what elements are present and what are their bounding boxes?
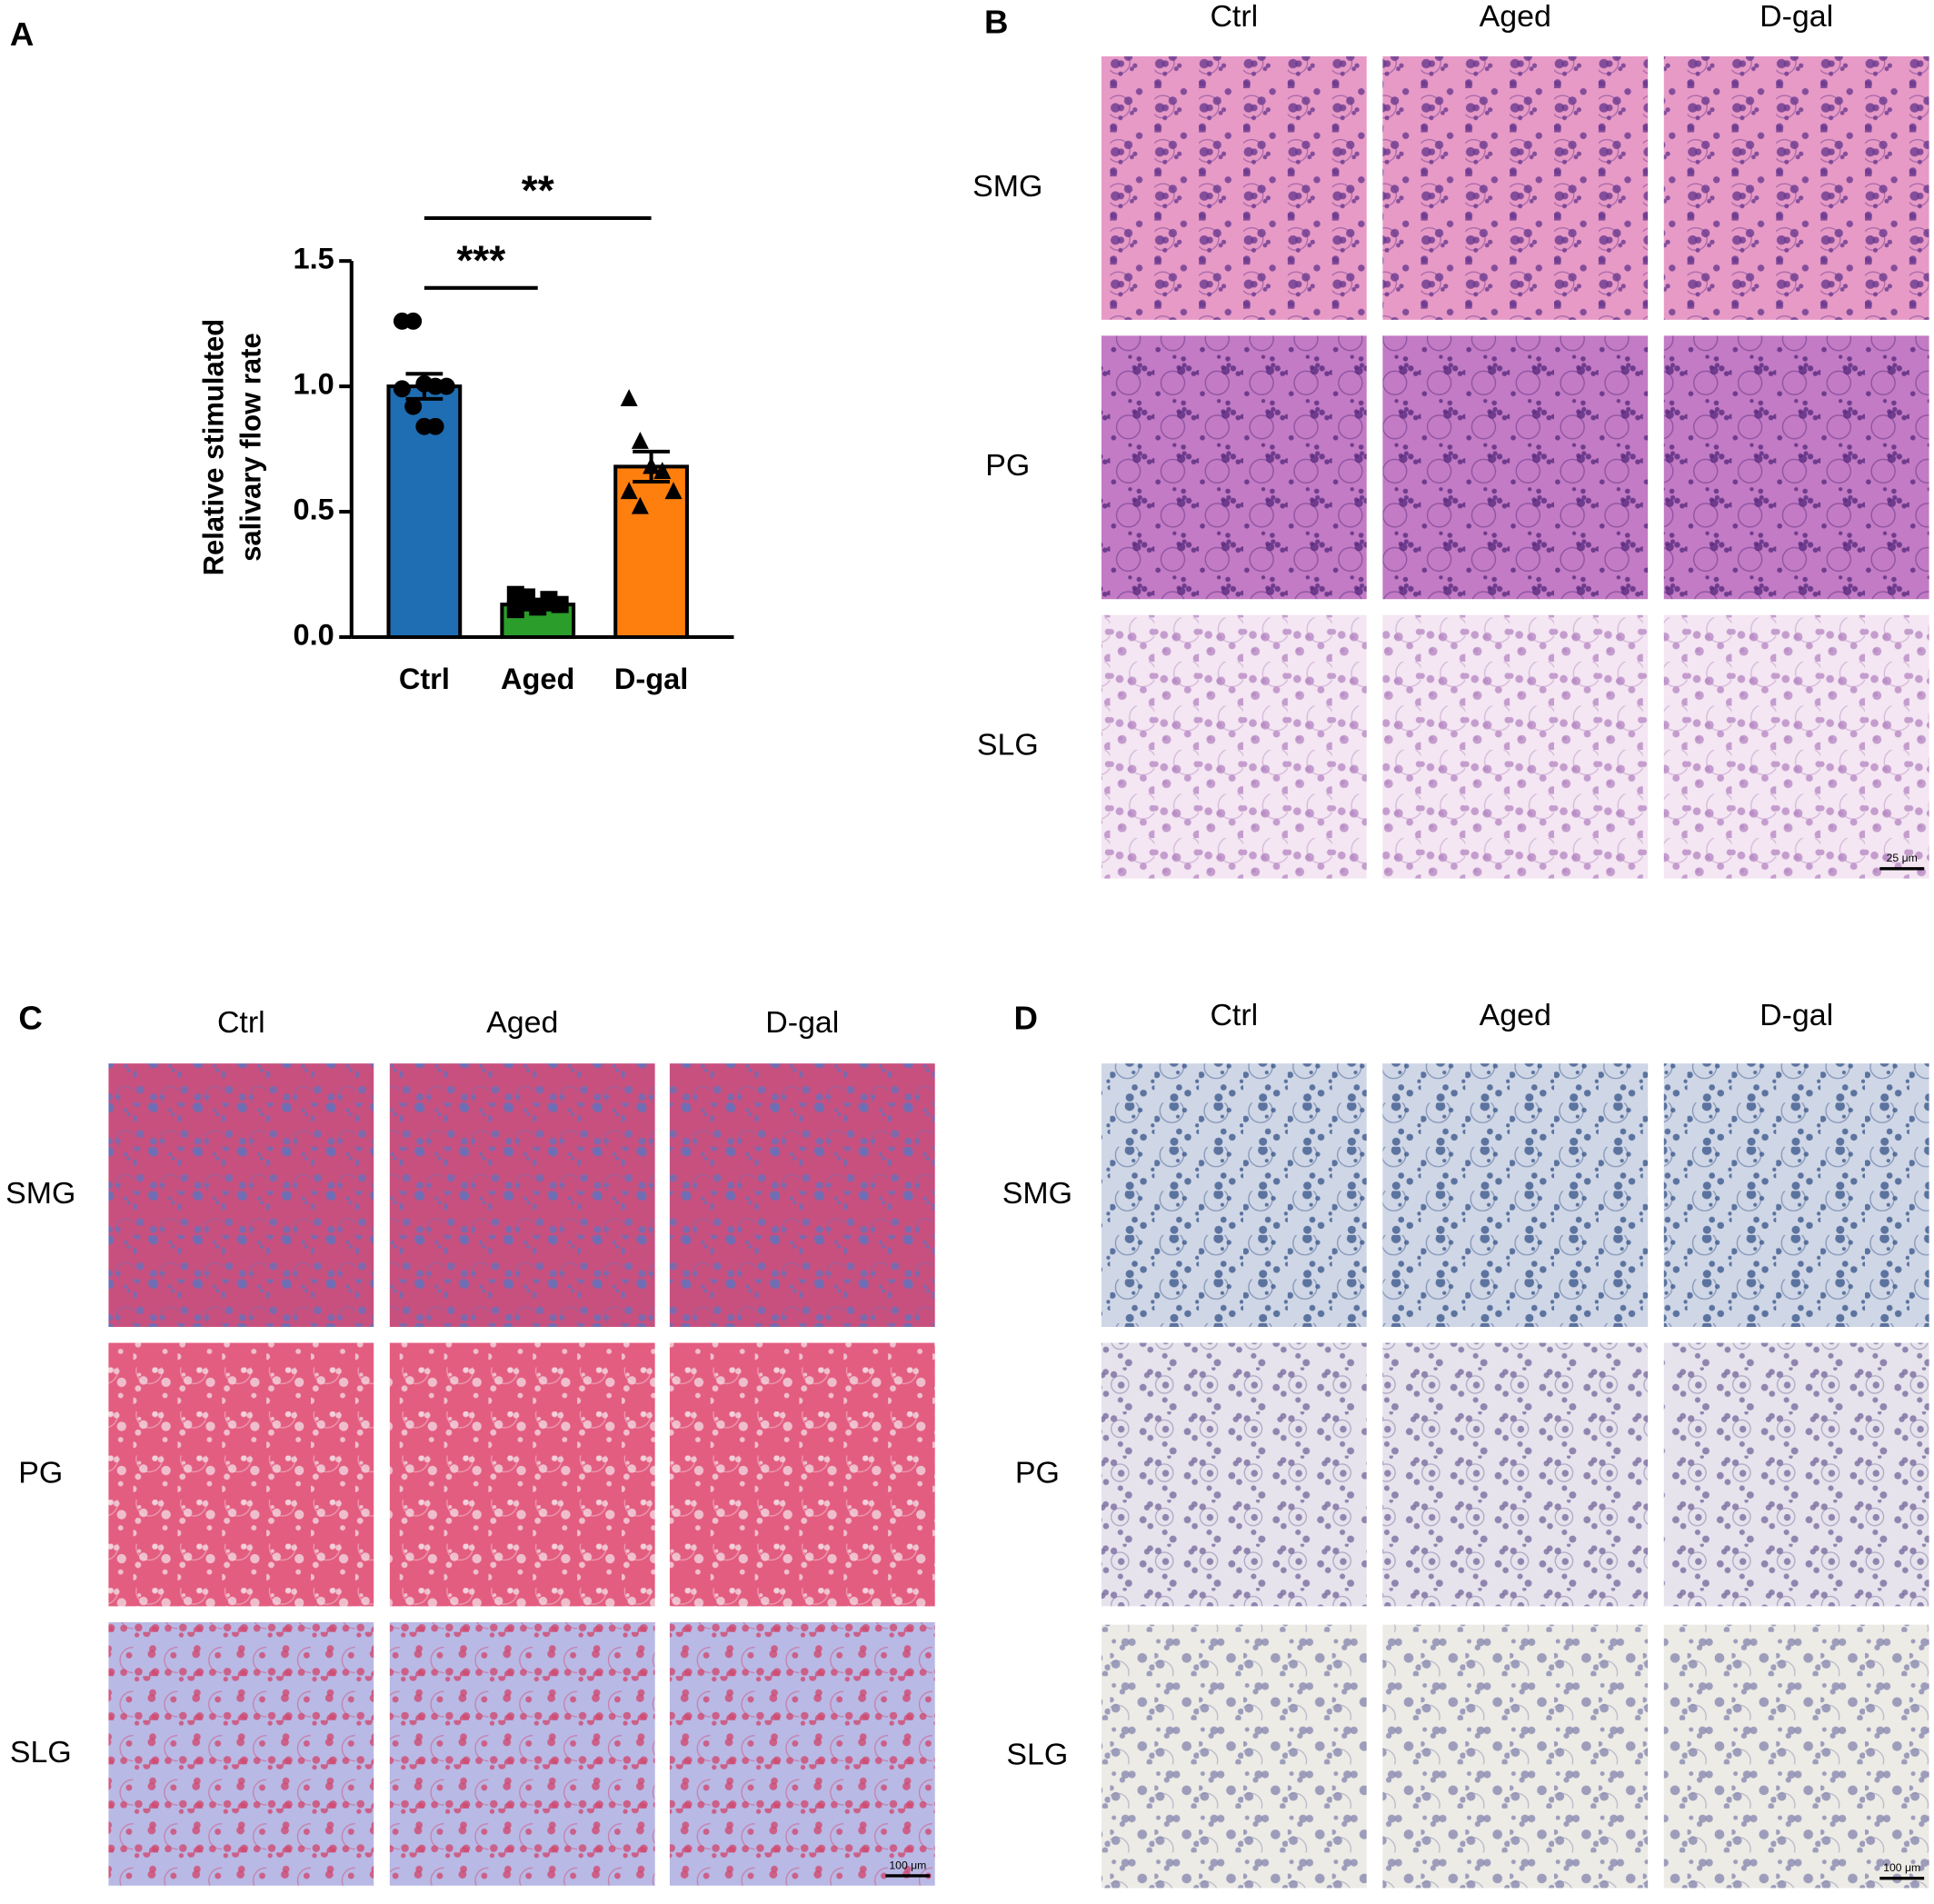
data-point — [631, 496, 649, 514]
micrograph — [1382, 1342, 1649, 1607]
micrograph — [108, 1342, 374, 1607]
column-label: D-gal — [765, 1005, 839, 1040]
micrograph — [108, 1063, 374, 1328]
panel-label: A — [10, 15, 34, 53]
micrograph — [389, 1621, 655, 1886]
data-point — [653, 462, 672, 480]
row-label: SMG — [1002, 1176, 1072, 1211]
micrograph — [1663, 335, 1929, 600]
significance-label: ** — [522, 166, 554, 214]
micrograph — [1101, 335, 1367, 600]
row-label: SLG — [1006, 1738, 1068, 1772]
data-point — [404, 312, 423, 330]
y-tick-label: 1.0 — [294, 368, 334, 401]
x-tick-label: Ctrl — [399, 663, 450, 695]
column-label: D-gal — [1760, 0, 1833, 34]
micrograph — [669, 1342, 935, 1607]
data-point — [620, 389, 638, 406]
data-point — [664, 482, 683, 500]
micrograph — [1101, 1063, 1367, 1328]
y-tick-label: 1.5 — [294, 243, 334, 275]
micrograph — [1101, 1342, 1367, 1607]
significance-label: *** — [456, 236, 505, 284]
x-tick-label: D-gal — [614, 663, 688, 695]
micrograph — [389, 1063, 655, 1328]
data-point — [404, 397, 423, 415]
y-axis-label: salivary flow rate — [234, 333, 266, 562]
column-label: Aged — [486, 1005, 558, 1040]
data-point — [437, 377, 455, 395]
y-tick-label: 0.5 — [294, 493, 334, 526]
data-point — [620, 482, 638, 500]
row-label: PG — [18, 1455, 63, 1490]
data-point — [643, 456, 661, 474]
scale-bar-label: 100 μm — [889, 1859, 926, 1871]
column-label: Ctrl — [217, 1005, 265, 1040]
row-label: SMG — [972, 169, 1042, 204]
micrograph — [1382, 335, 1649, 600]
micrograph — [1663, 1063, 1929, 1328]
x-tick-label: Aged — [501, 663, 574, 695]
data-point — [551, 595, 569, 613]
data-point — [426, 417, 444, 435]
micrograph — [1101, 56, 1367, 320]
row-label: PG — [1015, 1455, 1060, 1490]
micrograph — [1663, 56, 1929, 320]
column-label: Aged — [1480, 0, 1551, 34]
micrograph — [1382, 614, 1649, 879]
micrograph — [1382, 1624, 1649, 1889]
micrograph — [1382, 56, 1649, 320]
micrograph — [1663, 1342, 1929, 1607]
panel-label: C — [18, 1000, 42, 1037]
micrograph — [669, 1621, 935, 1886]
micrograph — [108, 1621, 374, 1886]
panel-label: D — [1014, 1000, 1038, 1037]
micrograph — [1101, 1624, 1367, 1889]
micrograph — [669, 1063, 935, 1328]
data-point — [518, 588, 535, 606]
micrograph — [389, 1342, 655, 1607]
row-label: PG — [985, 448, 1030, 483]
data-point — [393, 380, 411, 398]
micrograph — [1101, 614, 1367, 879]
scale-bar-label: 25 μm — [1887, 852, 1918, 864]
scale-bar-label: 100 μm — [1883, 1861, 1920, 1874]
column-label: Ctrl — [1210, 0, 1258, 34]
y-tick-label: 0.0 — [294, 619, 334, 652]
micrograph — [1663, 1624, 1929, 1889]
row-label: SMG — [5, 1176, 75, 1211]
micrograph — [1382, 1063, 1649, 1328]
row-label: SLG — [10, 1735, 72, 1769]
column-label: D-gal — [1760, 998, 1833, 1032]
y-axis-label: Relative stimulated — [198, 319, 230, 576]
data-point — [631, 432, 649, 449]
column-label: Ctrl — [1210, 998, 1258, 1032]
panel-label: B — [984, 4, 1008, 41]
column-label: Aged — [1480, 998, 1551, 1032]
micrograph — [1663, 614, 1929, 879]
row-label: SLG — [977, 728, 1039, 763]
